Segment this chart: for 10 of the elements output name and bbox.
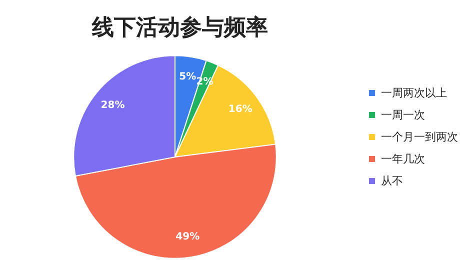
legend-label: 从不 — [381, 174, 403, 188]
data-label: 49% — [176, 231, 200, 242]
legend-label: 一周一次 — [381, 108, 425, 122]
data-label: 5% — [179, 72, 196, 83]
legend-label: 一年几次 — [381, 152, 425, 166]
legend-label: 一周两次以上 — [381, 86, 447, 100]
legend-label: 一个月一到两次 — [381, 130, 458, 144]
data-label: 28% — [100, 100, 125, 111]
data-label: 16% — [228, 104, 252, 116]
chart-title: 线下活动参与频率 — [91, 14, 268, 40]
